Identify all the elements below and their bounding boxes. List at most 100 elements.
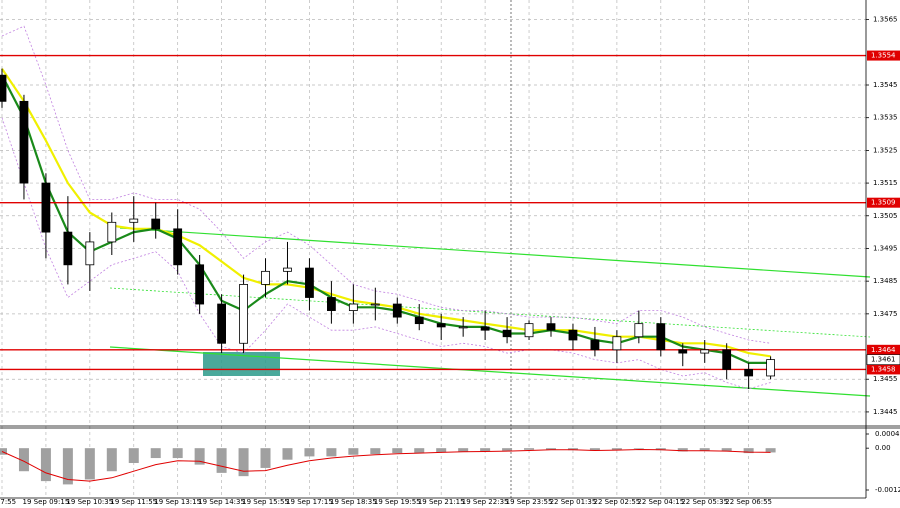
macd-bar	[480, 448, 491, 452]
candle-body	[151, 218, 161, 230]
candle-body	[370, 303, 380, 306]
macd-bar	[677, 448, 688, 452]
x-tick-label: 19 Sep 22:35	[462, 498, 509, 506]
level-label: 1.3509	[871, 199, 896, 207]
marks	[0, 25, 866, 485]
macd-bar	[743, 448, 754, 454]
macd-bar	[567, 448, 578, 451]
x-tick-label: 19 Sep 18:35	[330, 498, 377, 506]
x-tick-label: 19 Sep 15:55	[242, 498, 289, 506]
x-tick-label: 22 Sep 04:15	[637, 498, 684, 506]
x-tick-label: 22 Sep 06:55	[725, 498, 772, 506]
candle-body	[173, 228, 183, 266]
macd-bar	[84, 448, 95, 480]
grid	[0, 0, 866, 498]
macd-bar	[150, 448, 161, 459]
candle-body	[612, 336, 622, 351]
x-tick-label: 19 Sep 10:35	[66, 498, 113, 506]
level-label: 1.3458	[871, 365, 896, 373]
macd-bar	[370, 448, 381, 455]
x-tick-label: 22 Sep 02:55	[594, 498, 641, 506]
macd-bar	[414, 448, 425, 454]
macd-bar	[611, 448, 622, 451]
candle-body	[744, 369, 754, 377]
y-tick-label: 1.3445	[873, 408, 898, 416]
macd-bar	[589, 448, 600, 451]
macd-bar	[699, 448, 710, 451]
candle-body	[458, 326, 468, 329]
candle-body	[634, 323, 644, 338]
x-tick-label: 22 Sep 05:35	[681, 498, 728, 506]
candle-body	[678, 349, 688, 354]
candle-body	[283, 267, 292, 272]
candle-body	[239, 284, 248, 344]
candle-body	[41, 182, 51, 233]
band-line	[1, 117, 771, 390]
candle-body	[568, 329, 578, 341]
candle-body	[766, 359, 775, 377]
x-tick-label: 19 Sep 11:55	[110, 498, 157, 506]
x-tick-label: 19 Sep 13:15	[154, 498, 201, 506]
macd-bar	[458, 448, 469, 452]
y-tick-label: 1.3535	[873, 114, 898, 122]
x-tick-label: 19 Sep 17:15	[286, 498, 333, 506]
macd-bar	[18, 448, 29, 472]
x-tick-label: 19 Sep 21:15	[418, 498, 465, 506]
macd-bar	[238, 448, 249, 477]
macd-signal	[1, 448, 771, 482]
x-tick-label: 19 Sep 09:15	[23, 498, 70, 506]
candle-body	[63, 231, 73, 266]
macd-bar	[721, 448, 732, 452]
candle-body	[414, 316, 424, 325]
macd-bar	[282, 448, 293, 460]
y-tick-label: 1.3475	[873, 310, 898, 318]
y-tick-label: 1.3505	[873, 212, 898, 220]
macd-bar	[633, 448, 644, 449]
candle-body	[524, 323, 534, 338]
macd-bar	[62, 448, 73, 485]
y-tick-label: 1.3515	[873, 179, 898, 187]
level-label-box	[867, 344, 900, 355]
x-tick-label: 19 Sep 14:35	[198, 498, 245, 506]
candle-body	[195, 264, 205, 305]
x-tick-label: 19 Sep 23:55	[506, 498, 553, 506]
macd-bar	[655, 448, 666, 451]
candle-body	[305, 267, 314, 298]
macd-bar	[194, 448, 205, 465]
candle-body	[0, 74, 7, 102]
candle-body	[85, 241, 95, 266]
level-label: 1.3554	[871, 52, 896, 60]
candle-body	[261, 270, 270, 285]
level-label: 1.3464	[871, 346, 896, 354]
macd-bar	[348, 448, 359, 455]
macd-bar	[524, 448, 535, 450]
macd-bar	[326, 448, 337, 457]
candle-body	[590, 339, 600, 351]
level-label-box	[867, 50, 900, 61]
macd-bar	[172, 448, 183, 459]
x-tick-label: 07:55	[0, 498, 16, 506]
last-price-label: 1.3461	[871, 356, 896, 364]
candle-body	[107, 221, 117, 243]
macd-bar	[216, 448, 227, 473]
candle-body	[129, 218, 139, 223]
y-tick-label: 1.3565	[873, 16, 898, 24]
candle-body	[217, 303, 227, 344]
last-price-box	[866, 354, 900, 365]
y-tick-label: 0.00	[875, 444, 891, 452]
candle-body	[656, 323, 666, 351]
macd-bar	[106, 448, 117, 472]
y-tick-label: 1.3545	[873, 81, 898, 89]
level-label-box	[867, 364, 900, 375]
macd-bar	[40, 448, 51, 482]
macd-bar	[128, 448, 139, 463]
candle-body	[19, 100, 29, 184]
y-tick-label: 1.3495	[873, 244, 898, 252]
candle-body	[546, 323, 556, 331]
y-tick-label: -0.00127	[875, 486, 900, 494]
x-tick-label: 22 Sep 01:35	[550, 498, 597, 506]
y-tick-label: 1.3485	[873, 277, 898, 285]
macd-bar	[260, 448, 271, 468]
